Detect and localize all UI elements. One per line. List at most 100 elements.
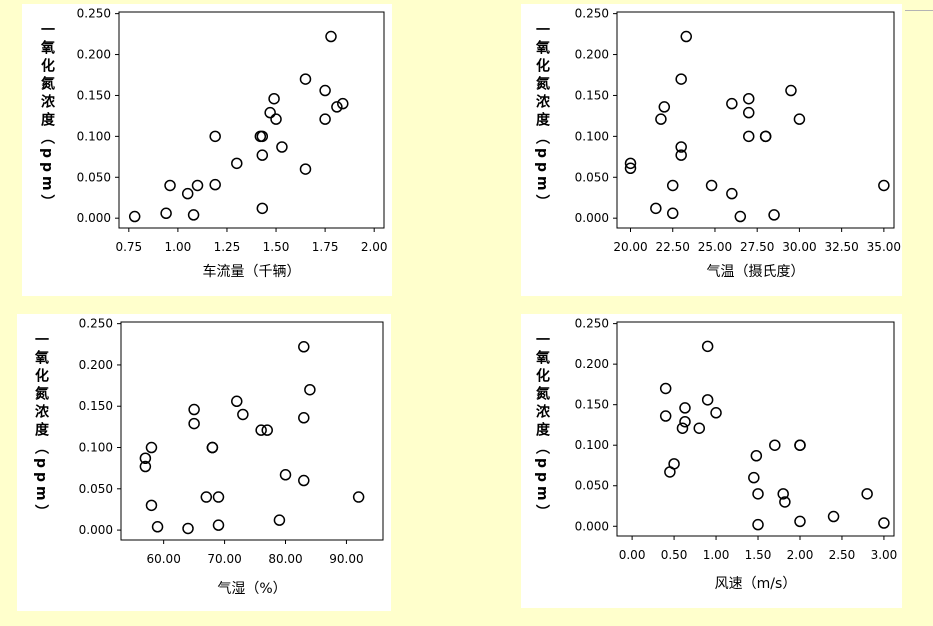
y-tick-label: 0.150	[575, 398, 609, 412]
data-point	[298, 341, 310, 353]
y-tick-label: 0.100	[575, 438, 609, 452]
x-axis-label: 气湿（%）	[217, 581, 286, 597]
data-point	[624, 162, 637, 175]
data-point	[128, 210, 141, 223]
data-point	[188, 403, 200, 416]
x-tick-label: 0.50	[661, 548, 688, 562]
y-tick-label: 0.250	[79, 317, 113, 331]
y-tick-label: 0.250	[575, 7, 609, 21]
data-point	[261, 424, 273, 436]
data-point	[759, 130, 772, 143]
data-point	[679, 415, 691, 428]
scatter-chart-humidity: 0.000 0.050 0.100 0.150 0.200 0.250 60.00 70.00…	[33, 317, 384, 597]
x-tick-label: 0.75	[115, 240, 142, 254]
y-axis-label: 一氧化氮浓度（ppm）	[534, 22, 551, 213]
y-tick-label: 0.050	[79, 482, 113, 496]
data-point	[785, 84, 797, 97]
data-point	[337, 97, 349, 110]
data-point	[231, 157, 243, 170]
y-tick-label: 0.250	[575, 317, 609, 331]
data-point	[160, 207, 172, 220]
data-point	[145, 441, 158, 454]
data-point	[752, 518, 764, 531]
data-point	[331, 101, 343, 113]
y-tick-label: 0.100	[79, 441, 113, 455]
data-point	[273, 514, 286, 526]
scatter-panel-windspeed: 0.000 0.050 0.100 0.150 0.200 0.250 0.00 0.50 1.…	[521, 314, 902, 608]
y-tick-label: 0.200	[575, 357, 609, 371]
data-point	[206, 441, 219, 454]
y-axis-label: 一氧化氮浓度（ppm）	[33, 332, 50, 523]
x-tick-label: 25.00	[698, 240, 732, 254]
x-tick-label: 1.25	[214, 240, 241, 254]
x-axis-label: 风速（m/s）	[715, 576, 797, 592]
data-point	[212, 491, 225, 503]
y-tick-label: 0.000	[79, 523, 113, 537]
data-point	[187, 209, 200, 221]
data-point	[145, 499, 158, 512]
data-point	[276, 141, 288, 153]
data-point	[742, 130, 755, 143]
y-tick-label: 0.200	[79, 358, 113, 372]
data-point	[319, 84, 331, 97]
data-point	[298, 474, 310, 487]
plot-frame	[616, 321, 895, 537]
data-point	[750, 450, 763, 462]
data-point	[624, 157, 637, 170]
data-point	[779, 496, 791, 508]
plot-frame	[118, 11, 385, 229]
data-point	[676, 422, 689, 434]
data-point	[675, 141, 687, 153]
x-tick-label: 27.50	[740, 240, 774, 254]
data-point	[734, 210, 747, 223]
data-point	[139, 460, 152, 473]
data-point	[794, 439, 806, 451]
data-point	[666, 207, 679, 220]
data-point	[768, 209, 780, 221]
y-tick-label: 0.100	[575, 129, 609, 143]
x-tick-label: 20.00	[613, 240, 647, 254]
plot-frame	[120, 321, 384, 541]
y-tick-label: 0.000	[575, 211, 609, 225]
x-tick-label: 22.50	[656, 240, 690, 254]
x-tick-label: 80.00	[268, 552, 302, 566]
data-point	[793, 113, 806, 125]
y-tick-label: 0.200	[575, 48, 609, 62]
x-tick-label: 1.75	[312, 240, 339, 254]
data-point	[191, 179, 204, 192]
data-point	[299, 73, 312, 85]
data-point	[256, 202, 269, 215]
x-tick-label: 2.50	[829, 548, 856, 562]
x-tick-label: 3.00	[871, 548, 898, 562]
data-point	[299, 163, 312, 175]
data-point	[209, 178, 221, 191]
scatter-panel-traffic: 0.000 0.050 0.100 0.150 0.200 0.250 0.75 1.00 1.…	[22, 4, 392, 296]
data-point	[270, 113, 282, 125]
data-point	[212, 519, 225, 531]
y-axis-label: 一氧化氮浓度（ppm）	[39, 22, 56, 213]
data-point	[701, 340, 714, 353]
data-point	[878, 517, 890, 529]
data-point	[726, 97, 738, 110]
data-point	[679, 402, 691, 414]
data-point	[701, 394, 714, 406]
data-point	[255, 424, 267, 436]
y-tick-label: 0.050	[575, 479, 609, 493]
data-point	[650, 202, 662, 215]
data-point	[188, 417, 200, 430]
data-point	[139, 452, 152, 464]
y-axis-label: 一氧化氮浓度（ppm）	[534, 332, 551, 523]
y-tick-label: 0.150	[79, 399, 113, 413]
scatter-panel-temperature: 0.000 0.050 0.100 0.150 0.200 0.250 20.00 22.50…	[521, 4, 902, 296]
top-right-divider	[905, 0, 933, 11]
data-point	[655, 113, 667, 125]
x-tick-label: 30.00	[782, 240, 816, 254]
y-tick-label: 0.150	[77, 88, 111, 102]
data-point	[298, 412, 310, 424]
y-tick-label: 0.000	[575, 519, 609, 533]
data-point	[861, 488, 873, 500]
data-point	[237, 408, 249, 421]
y-tick-label: 0.150	[575, 88, 609, 102]
scatter-chart-windspeed: 0.000 0.050 0.100 0.150 0.200 0.250 0.00 0.50 1.…	[534, 317, 898, 592]
data-point	[726, 187, 738, 200]
